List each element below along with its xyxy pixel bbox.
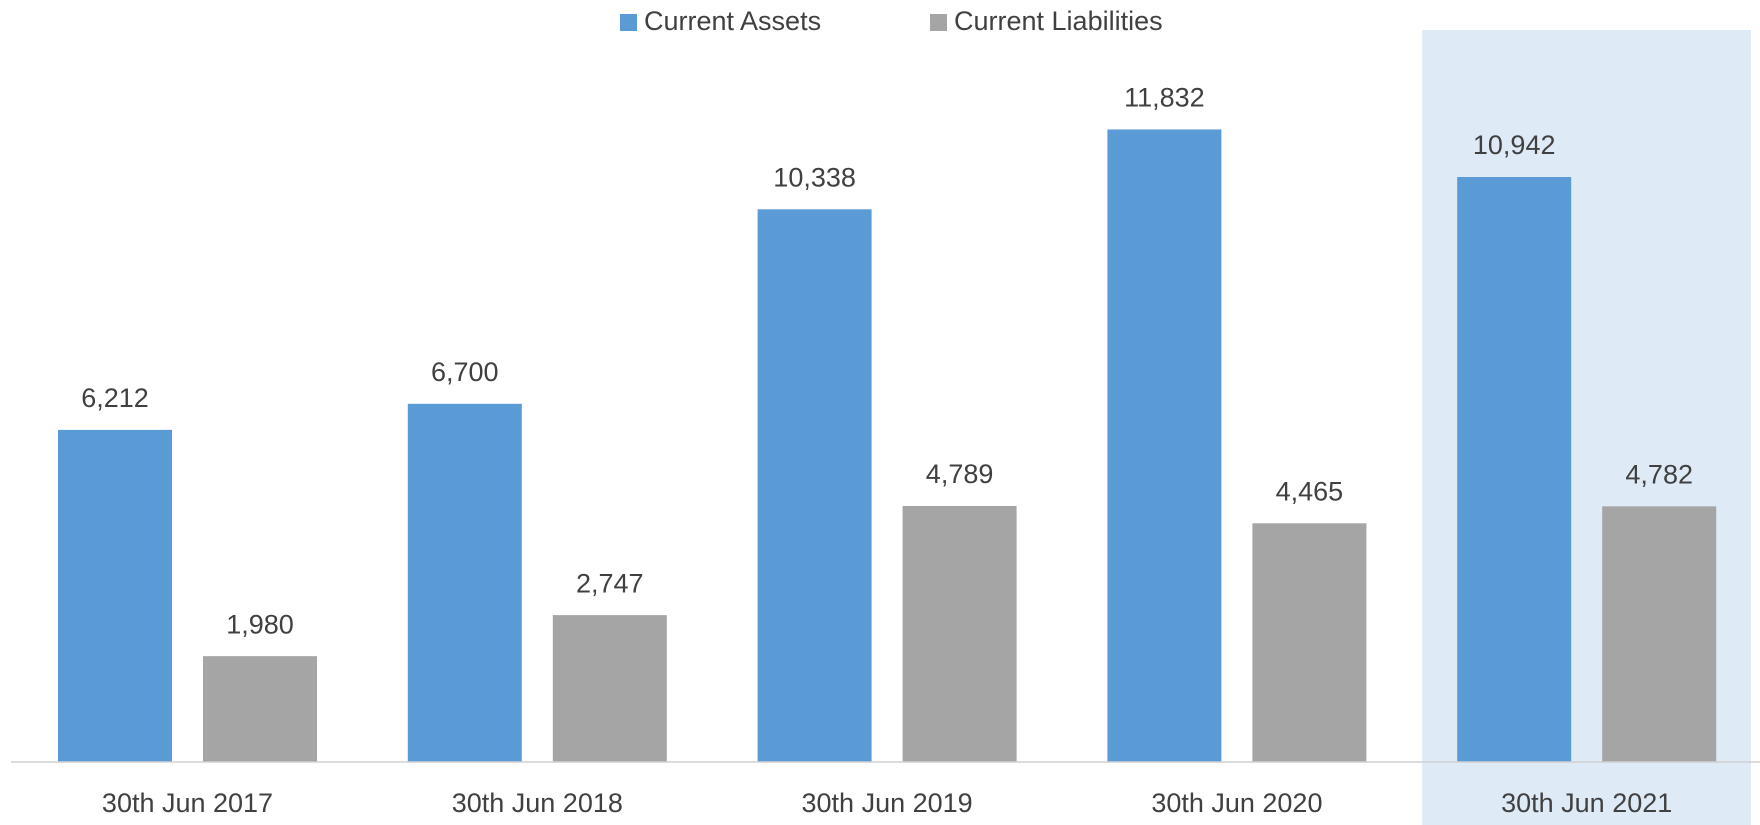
- value-label: 6,700: [431, 357, 499, 387]
- bar: [407, 403, 522, 762]
- value-label: 11,832: [1124, 83, 1205, 113]
- bar: [1107, 129, 1222, 763]
- value-label: 1,980: [226, 609, 294, 639]
- x-tick-label: 30th Jun 2021: [1501, 788, 1672, 818]
- bar: [203, 656, 317, 762]
- legend-label: Current Liabilities: [954, 6, 1163, 36]
- bar: [1602, 506, 1717, 762]
- value-label: 6,212: [81, 383, 149, 413]
- legend-label: Current Assets: [644, 6, 821, 36]
- bar: [757, 209, 872, 762]
- x-tick-label: 30th Jun 2018: [452, 788, 623, 818]
- bar: [58, 429, 172, 762]
- value-label: 4,782: [1625, 459, 1693, 489]
- bar: [902, 505, 1017, 762]
- value-label: 4,789: [926, 459, 994, 489]
- value-label: 10,338: [773, 162, 856, 192]
- bar: [1457, 177, 1572, 762]
- bar: [552, 615, 667, 762]
- value-label: 4,465: [1276, 476, 1344, 506]
- x-tick-label: 30th Jun 2017: [102, 788, 273, 818]
- x-tick-label: 30th Jun 2019: [802, 788, 973, 818]
- legend-swatch: [620, 14, 637, 31]
- x-tick-label: 30th Jun 2020: [1151, 788, 1322, 818]
- value-label: 2,747: [576, 568, 644, 598]
- value-label: 10,942: [1473, 130, 1556, 160]
- legend-swatch: [930, 14, 947, 31]
- bar: [1252, 523, 1367, 762]
